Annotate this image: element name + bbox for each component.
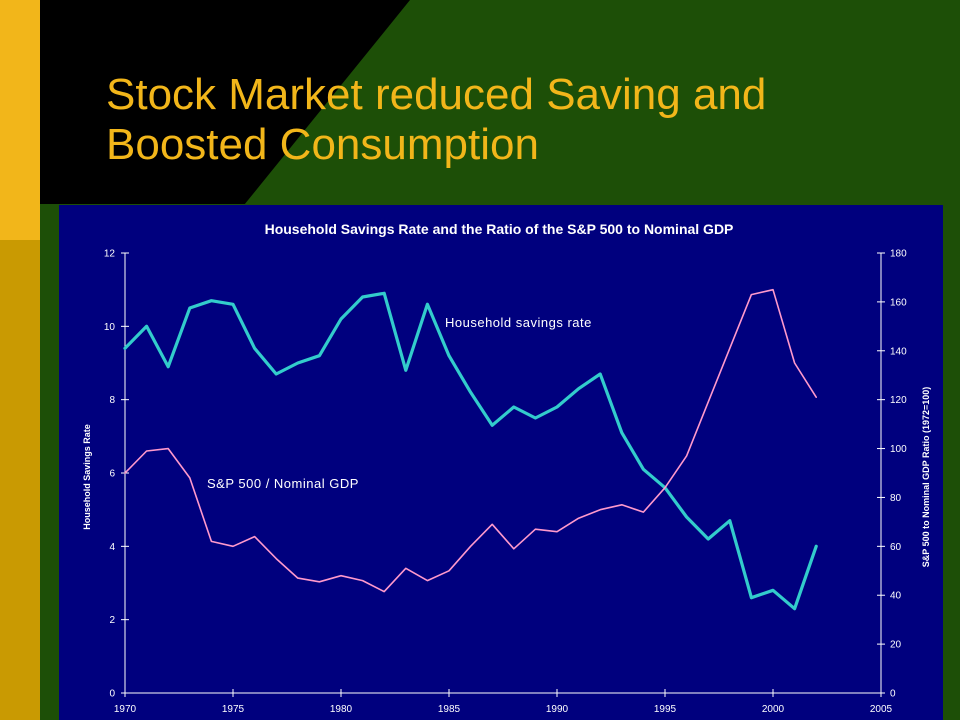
y2-tick-label: 180: [890, 249, 907, 260]
y2-tick-label: 140: [890, 346, 907, 357]
series-line-household-savings: [123, 291, 818, 611]
series-line-sp500-gdp: [124, 288, 818, 593]
annotation-sp500-gdp: S&P 500 / Nominal GDP: [207, 476, 359, 491]
y2-tick-label: 60: [890, 542, 902, 553]
series-layer: [123, 288, 818, 611]
background-green-panel: [240, 0, 960, 720]
x-tick-label: 1970: [114, 704, 137, 715]
y-tick-label: 0: [109, 689, 115, 700]
y-tick-label: 4: [109, 542, 115, 553]
x-tick-label: 1995: [654, 704, 677, 715]
chart-panel: Household Savings Rate and the Ratio of …: [59, 205, 943, 720]
chart: Household Savings Rate and the Ratio of …: [82, 221, 931, 716]
y2-tick-label: 20: [890, 640, 902, 651]
x-tick-label: 1985: [438, 704, 461, 715]
x-tick-label: 2000: [762, 704, 785, 715]
chart-title: Household Savings Rate and the Ratio of …: [265, 221, 734, 237]
y2-tick-label: 100: [890, 444, 907, 455]
left-accent-bar: [0, 0, 40, 240]
y-tick-label: 12: [104, 249, 116, 260]
y-axis-title: Household Savings Rate: [82, 424, 92, 530]
y-tick-label: 8: [109, 395, 115, 406]
y-tick-label: 6: [109, 469, 115, 480]
x-tick-label: 1990: [546, 704, 569, 715]
y2-tick-label: 0: [890, 689, 896, 700]
y2-tick-label: 80: [890, 493, 902, 504]
slide-title: Stock Market reduced Saving and Boosted …: [106, 70, 767, 169]
y2-tick-label: 40: [890, 591, 902, 602]
y2-tick-label: 160: [890, 297, 907, 308]
y2-axis-title: S&P 500 to Nominal GDP Ratio (1972=100): [921, 387, 931, 568]
y-tick-label: 10: [104, 322, 116, 333]
annotation-household-savings: Household savings rate: [445, 315, 592, 330]
left-accent-bar-lower: [0, 240, 40, 720]
y-tick-label: 2: [109, 615, 115, 626]
y2-tick-label: 120: [890, 395, 907, 406]
x-tick-label: 2005: [870, 704, 893, 715]
x-tick-label: 1980: [330, 704, 353, 715]
x-tick-label: 1975: [222, 704, 245, 715]
